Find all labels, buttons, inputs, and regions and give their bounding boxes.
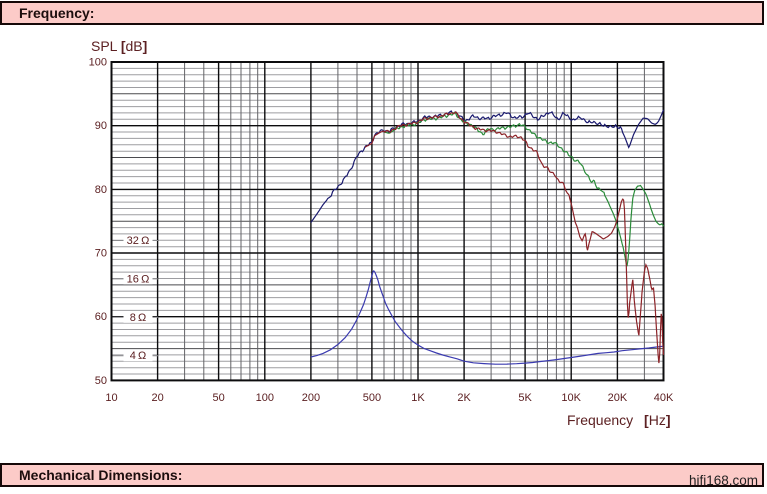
svg-text:40K: 40K [654,392,674,404]
svg-text:16 Ω: 16 Ω [127,273,150,285]
svg-text:20K: 20K [608,392,628,404]
svg-text:32 Ω: 32 Ω [127,235,150,247]
svg-text:200: 200 [302,392,320,404]
svg-text:70: 70 [95,248,107,260]
svg-text:500: 500 [363,392,381,404]
svg-text:10K: 10K [561,392,581,404]
svg-text:10: 10 [105,392,117,404]
svg-text:50: 50 [95,375,107,387]
svg-text:SPL [dB]: SPL [dB] [91,38,147,54]
svg-text:1K: 1K [411,392,425,404]
svg-text:8 Ω: 8 Ω [130,312,147,324]
svg-text:60: 60 [95,311,107,323]
svg-text:4 Ω: 4 Ω [130,350,147,362]
svg-text:2K: 2K [457,392,471,404]
svg-text:20: 20 [151,392,163,404]
svg-text:5K: 5K [518,392,532,404]
svg-text:100: 100 [89,57,107,69]
svg-text:50: 50 [212,392,224,404]
svg-text:90: 90 [95,120,107,132]
svg-text:100: 100 [256,392,274,404]
svg-text:80: 80 [95,184,107,196]
svg-text:Frequency [Hz]: Frequency [Hz] [567,412,671,428]
